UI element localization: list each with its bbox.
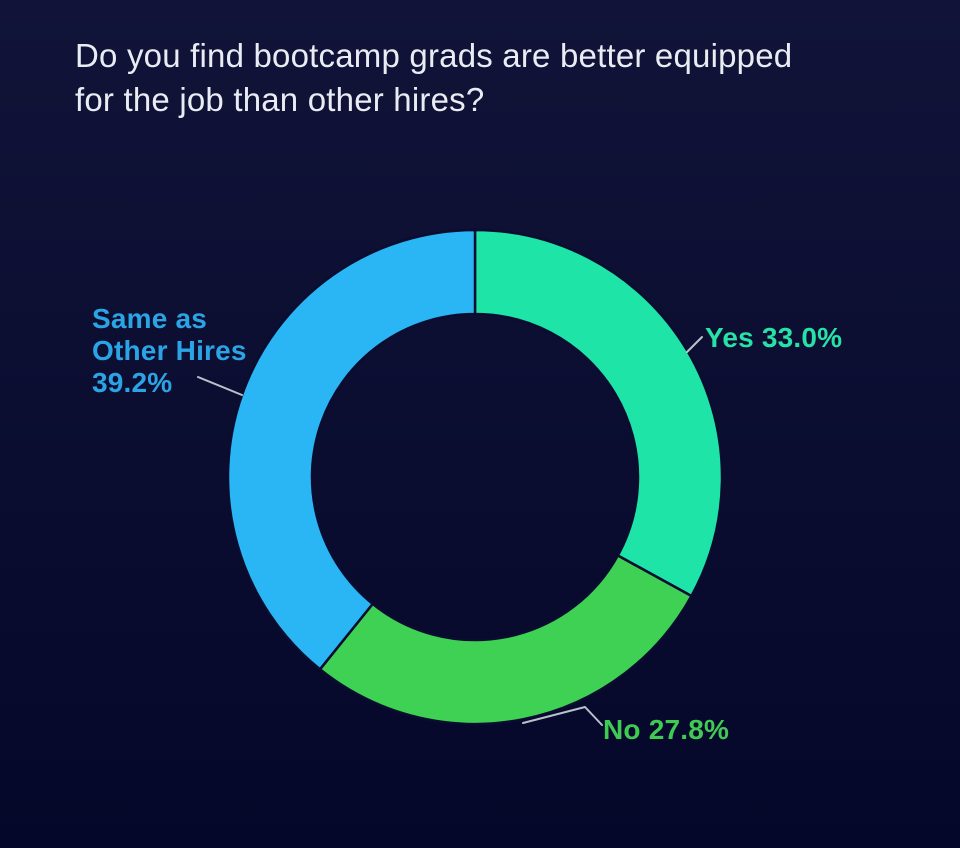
leader-lines [197, 336, 703, 726]
leader-line-same [197, 376, 243, 396]
donut-segment-same-as-other-hires [226, 228, 477, 671]
donut-segment-yes [473, 228, 724, 598]
slice-label-same-line-1: Same as [92, 303, 208, 334]
chart-title: Do you find bootcamp grads are better eq… [75, 34, 895, 122]
leader-line-no [522, 706, 603, 726]
chart-title-line-2: for the job than other hires? [75, 81, 485, 118]
donut-segments [226, 228, 724, 726]
leader-line-yes [686, 336, 703, 353]
donut-segment-no [318, 554, 693, 726]
slice-label-same-as-other-hires: Same as Other Hires 39.2% [92, 303, 247, 399]
slice-label-same-line-3: 39.2% [92, 367, 173, 398]
slice-label-same-line-2: Other Hires [92, 335, 247, 366]
slice-label-no: No 27.8% [603, 714, 730, 745]
chart-title-line-1: Do you find bootcamp grads are better eq… [75, 37, 793, 74]
slice-label-yes: Yes 33.0% [705, 322, 843, 353]
